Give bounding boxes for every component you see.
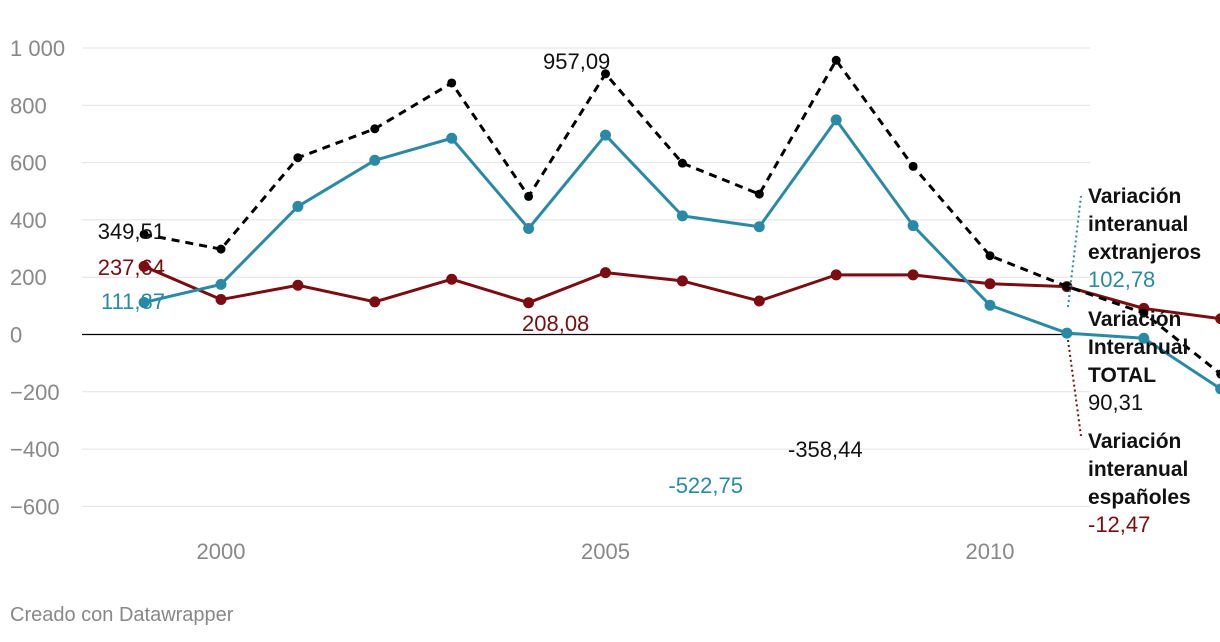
end-value-extranjeros: 102,78: [1088, 267, 1155, 292]
label-espanoles-2008: 208,08: [522, 311, 589, 336]
data-point-total: [1139, 308, 1149, 318]
data-point-espanoles: [600, 267, 611, 279]
data-point-extranjeros: [830, 114, 842, 126]
data-point-extranjeros: [984, 299, 996, 311]
data-point-espanoles: [984, 278, 996, 290]
data-point-espanoles: [676, 275, 688, 287]
data-point-total: [1216, 369, 1220, 379]
x-axis: 20002005201020152020: [197, 539, 1015, 564]
label-extranjeros-start: 111,87: [101, 289, 165, 314]
data-point-total: [1062, 281, 1072, 291]
data-point-extranjeros: [523, 222, 535, 234]
y-tick-label: −600: [10, 494, 60, 519]
data-point-extranjeros: [1215, 383, 1220, 395]
data-point-extranjeros: [753, 221, 765, 233]
data-point-total: [601, 69, 610, 79]
y-tick-label: 600: [10, 151, 47, 176]
leader-espanoles: [1067, 339, 1082, 437]
end-label-extranjeros: interanual: [1088, 213, 1188, 236]
y-tick-label: 400: [10, 208, 47, 233]
end-label-extranjeros: Variación: [1088, 185, 1181, 208]
data-point-espanoles: [523, 297, 535, 309]
data-point-extranjeros: [138, 296, 150, 308]
annotations: 349,51 237,64 111,87 957,09 208,08 -522,75 -35…: [98, 49, 863, 498]
data-point-extranjeros: [907, 220, 919, 232]
data-point-espanoles: [907, 269, 919, 281]
end-label-total: TOTAL: [1088, 364, 1156, 387]
data-point-extranjeros: [1061, 327, 1073, 339]
data-point-espanoles: [753, 295, 765, 307]
data-point-extranjeros: [215, 278, 227, 290]
x-tick-label: 2005: [581, 539, 630, 564]
end-label-espanoles: Variación: [1088, 430, 1181, 453]
y-tick-label: 0: [10, 323, 22, 348]
footer-credit: Creado con Datawrapper: [10, 604, 234, 626]
end-value-total: 90,31: [1088, 390, 1143, 415]
x-tick-label: 2000: [197, 539, 246, 564]
y-tick-label: −200: [10, 380, 60, 405]
end-label-espanoles: españoles: [1088, 486, 1191, 509]
data-point-extranjeros: [676, 210, 688, 222]
data-point-total: [831, 55, 841, 65]
leader-extranjeros: [1067, 195, 1082, 308]
label-total-min: -358,44: [788, 437, 863, 462]
data-point-extranjeros: [446, 132, 458, 144]
series-group: [138, 55, 1220, 395]
data-point-total: [139, 229, 149, 239]
y-axis: −600 −400 −200 0 200 400 600 800 1 000: [10, 36, 65, 519]
data-point-espanoles: [1215, 313, 1220, 325]
label-espanoles-start: 237,64: [98, 255, 165, 280]
gridlines: [82, 47, 1090, 507]
y-tick-label: 800: [10, 93, 47, 118]
data-point-total: [908, 161, 918, 171]
data-point-espanoles: [369, 296, 381, 308]
y-tick-label: 1 000: [10, 36, 65, 61]
data-point-total: [447, 78, 457, 88]
data-point-espanoles: [446, 273, 458, 285]
y-tick-label: −400: [10, 437, 60, 462]
end-label-extranjeros: extranjeros: [1088, 241, 1201, 264]
data-point-total: [985, 251, 995, 261]
x-tick-label: 2010: [966, 539, 1015, 564]
data-point-espanoles: [292, 279, 304, 291]
label-extranjeros-min: -522,75: [668, 473, 743, 498]
y-tick-label: 200: [10, 265, 47, 290]
series-line-extranjeros: [143, 118, 1220, 391]
label-total-peak: 957,09: [543, 49, 610, 74]
end-labels: Variación interanual extranjeros 102,78 Vari…: [1067, 185, 1201, 537]
data-point-total: [370, 124, 380, 134]
data-point-total: [677, 158, 687, 168]
data-point-extranjeros: [600, 129, 611, 141]
series-line-espanoles: [143, 265, 1220, 321]
data-point-espanoles: [138, 260, 150, 272]
data-point-espanoles: [830, 269, 842, 281]
data-point-extranjeros: [369, 154, 381, 166]
label-total-start: 349,51: [98, 219, 165, 244]
end-value-espanoles: -12,47: [1088, 512, 1150, 537]
data-point-extranjeros: [292, 200, 304, 212]
end-label-total: Variación: [1088, 308, 1181, 331]
data-point-total: [754, 189, 764, 199]
series-line-total: [143, 58, 1220, 376]
data-point-extranjeros: [1138, 332, 1150, 344]
end-label-total: Interanual: [1088, 336, 1188, 359]
end-label-espanoles: interanual: [1088, 458, 1188, 481]
data-point-total: [293, 153, 303, 163]
data-point-total: [524, 191, 534, 201]
data-point-total: [216, 244, 226, 254]
data-point-espanoles: [215, 294, 227, 306]
